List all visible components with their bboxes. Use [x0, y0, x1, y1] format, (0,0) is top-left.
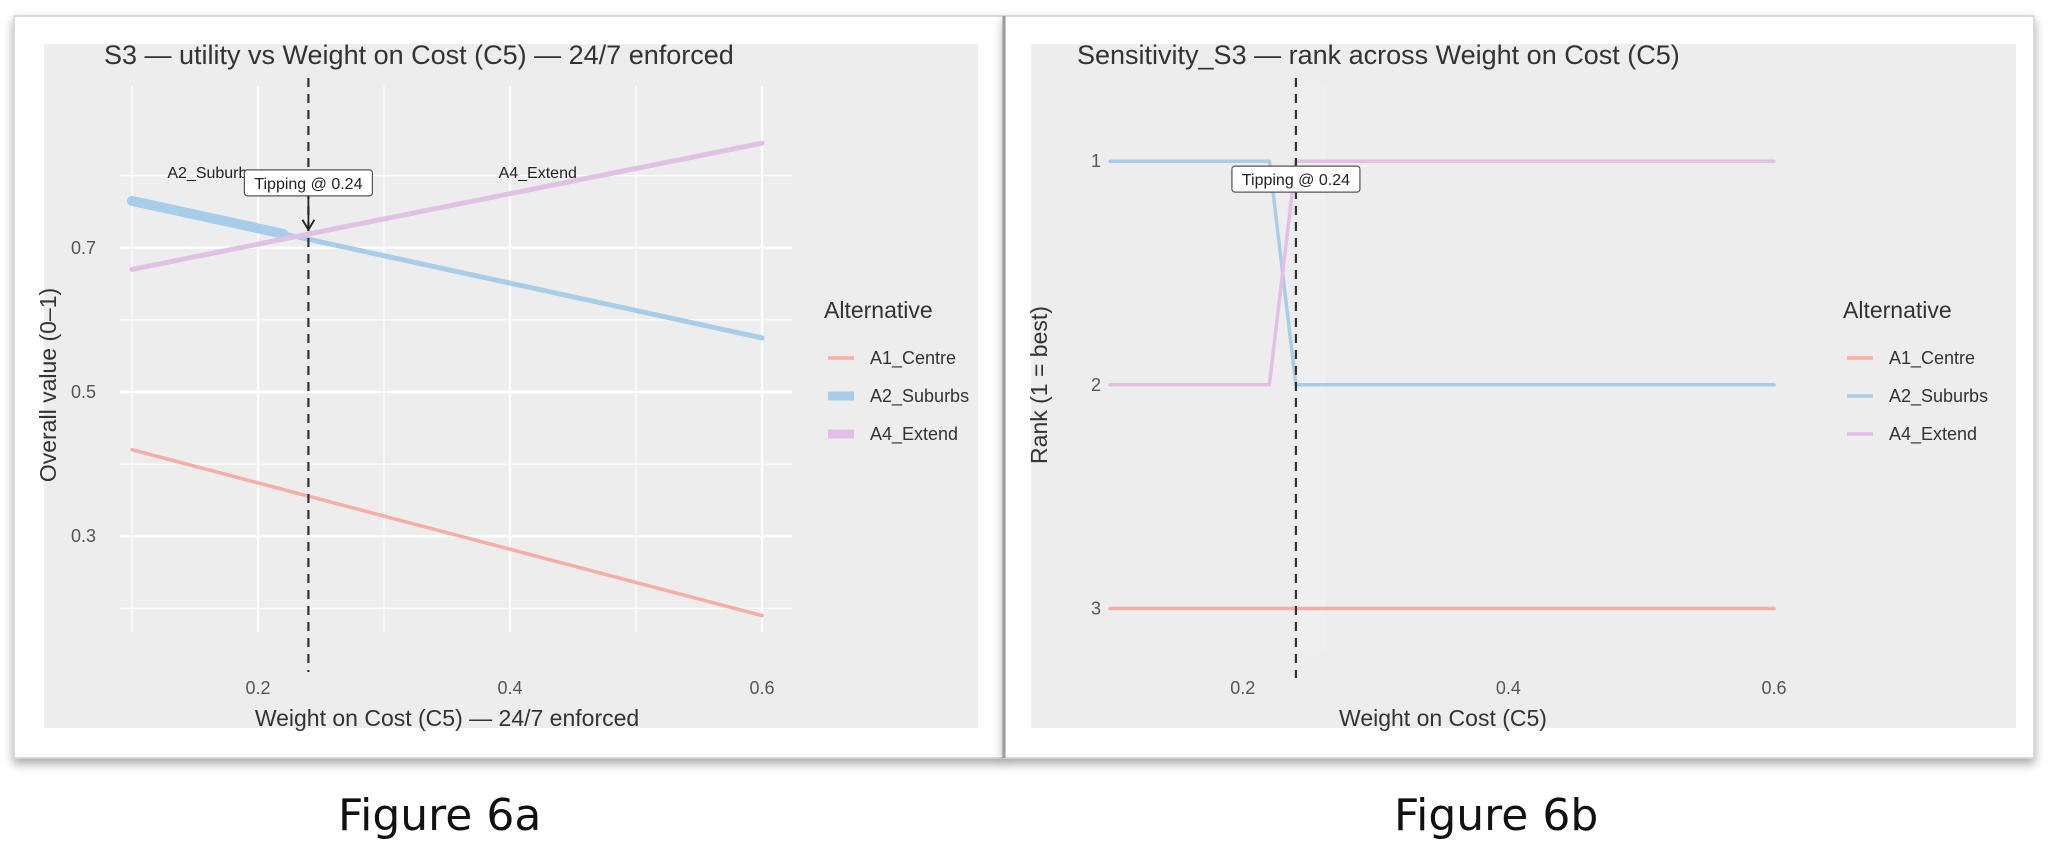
chart-a-x-label: Weight on Cost (C5) — 24/7 enforced	[255, 705, 639, 731]
chart-a-series	[127, 140, 765, 618]
annotation-label: A4_Extend	[499, 165, 577, 182]
y-tick-label: 2	[1091, 375, 1101, 395]
legend-entry-label: A1_Centre	[870, 348, 956, 369]
series-line-a4-extend	[1108, 159, 1776, 387]
legend-entry-label: A2_Suburbs	[870, 386, 969, 407]
x-tick-label: 0.4	[497, 678, 522, 698]
legend-title: Alternative	[1843, 297, 1952, 323]
x-tick-label: 0.2	[1230, 678, 1255, 698]
legend-entry-label: A1_Centre	[1889, 348, 1975, 369]
chart-b-series	[1108, 159, 1776, 611]
y-tick-label: 0.5	[71, 382, 96, 402]
tipping-label-box	[1231, 165, 1361, 193]
annotation-label: A2_Suburbs	[167, 165, 255, 182]
series-line-a2-suburbs-leading	[127, 195, 289, 239]
y-tick-label: 3	[1091, 598, 1101, 618]
chart-b: Tipping @ 0.24 0.2 0.4 0.6 1 2 3 Sensitivity_…	[1026, 40, 2016, 731]
chart-a-y-label: Overall value (0–1)	[35, 288, 61, 482]
legend-entry-label: A4_Extend	[1889, 424, 1977, 445]
figure-6b-caption: Figure 6b	[1394, 790, 1599, 841]
tipping-label: Tipping @ 0.24	[254, 176, 362, 193]
chart-b-annotations: Tipping @ 0.24	[1231, 165, 1361, 193]
chart-a-ticks: 0.2 0.4 0.6 0.3 0.5 0.7	[71, 238, 775, 698]
y-tick-label: 0.3	[71, 526, 96, 546]
series-line-a1-centre	[130, 447, 764, 618]
x-tick-label: 0.4	[1496, 678, 1521, 698]
tipping-label: Tipping @ 0.24	[1242, 172, 1350, 189]
x-tick-label: 0.6	[749, 678, 774, 698]
legend-title: Alternative	[824, 297, 933, 323]
y-tick-label: 1	[1091, 151, 1101, 171]
chart-a-annotations: A2_Suburbs A4_Extend Tipping @ 0.24	[167, 165, 577, 232]
legend-entry-label: A2_Suburbs	[1889, 386, 1988, 407]
x-tick-label: 0.2	[245, 678, 270, 698]
legend-entry-label: A4_Extend	[870, 424, 958, 445]
chart-b-legend: Alternative A1_Centre A2_Suburbs A4_Extend	[1843, 297, 1988, 445]
chart-a-legend: Alternative A1_Centre A2_Suburbs A4_Extend	[824, 297, 969, 445]
figure-6a-caption: Figure 6a	[338, 790, 542, 841]
chart-b-x-label: Weight on Cost (C5)	[1339, 705, 1547, 731]
x-tick-label: 0.6	[1761, 678, 1786, 698]
chart-a-title: S3 — utility vs Weight on Cost (C5) — 24…	[104, 40, 734, 70]
chart-b-y-label: Rank (1 = best)	[1026, 306, 1052, 464]
y-tick-label: 0.7	[71, 238, 96, 258]
chart-a: A2_Suburbs A4_Extend Tipping @ 0.24 0.2 0.4…	[35, 40, 978, 731]
chart-b-ticks: 0.2 0.4 0.6 1 2 3	[1091, 151, 1787, 698]
chart-b-title: Sensitivity_S3 — rank across Weight on C…	[1077, 40, 1680, 70]
series-line-a4-extend	[129, 140, 765, 272]
tipping-arrow-head	[301, 219, 316, 232]
